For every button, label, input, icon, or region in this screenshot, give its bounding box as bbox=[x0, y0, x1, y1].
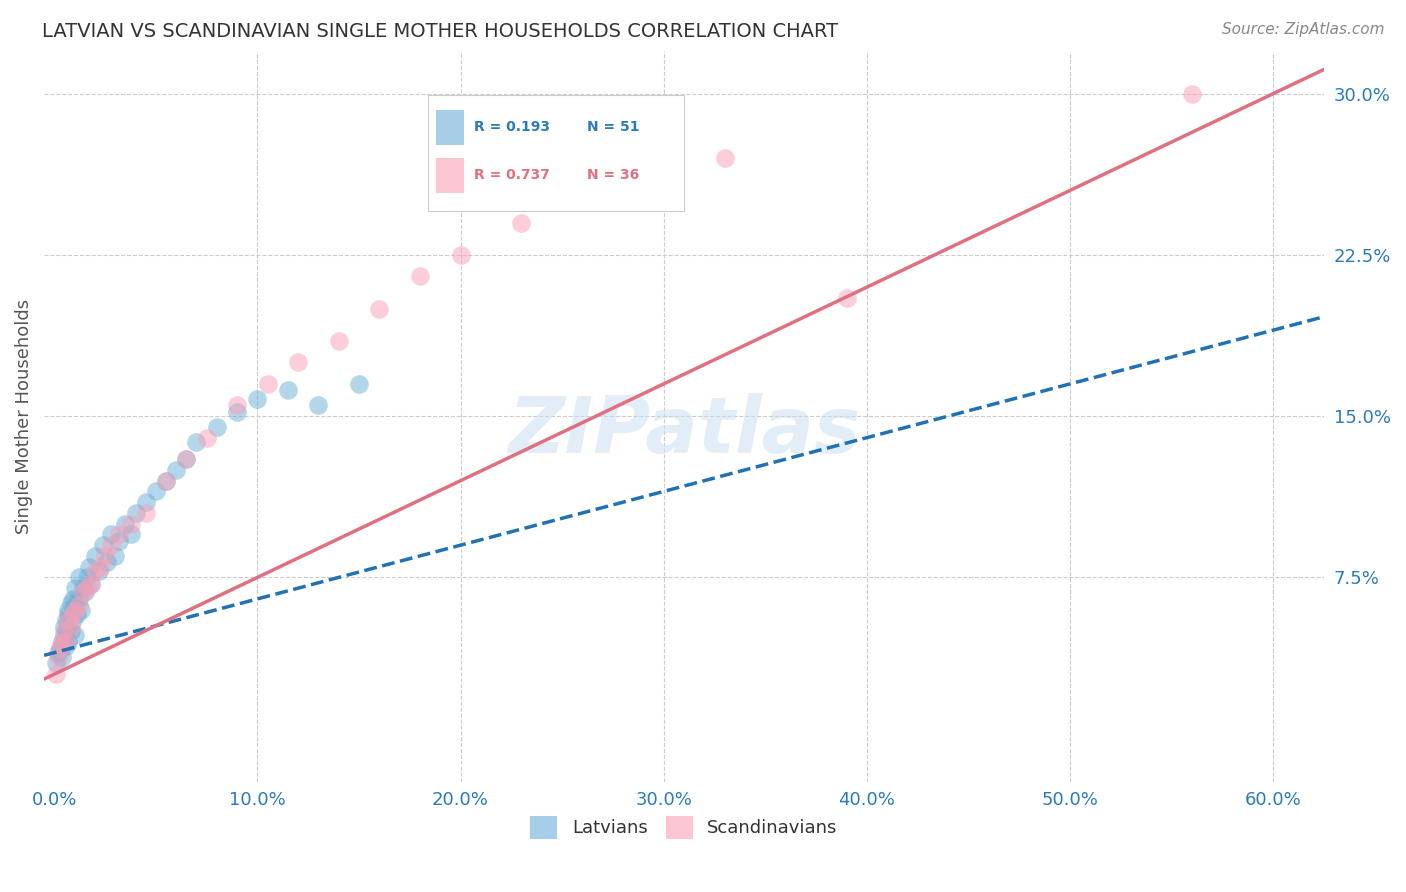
Point bbox=[135, 495, 157, 509]
Point bbox=[409, 269, 432, 284]
Point bbox=[108, 527, 131, 541]
Point bbox=[83, 564, 105, 578]
Point bbox=[65, 607, 87, 621]
Point bbox=[135, 506, 157, 520]
Point bbox=[51, 635, 73, 649]
Point bbox=[45, 657, 67, 671]
Point bbox=[63, 599, 86, 613]
Point bbox=[55, 635, 77, 649]
Point bbox=[121, 527, 143, 541]
Point bbox=[55, 624, 77, 639]
Point bbox=[155, 474, 177, 488]
Point bbox=[67, 570, 90, 584]
Point bbox=[53, 620, 76, 634]
Point bbox=[51, 650, 73, 665]
Point bbox=[63, 628, 86, 642]
Point bbox=[145, 484, 167, 499]
Point bbox=[76, 570, 98, 584]
Point bbox=[186, 434, 208, 449]
Point bbox=[277, 384, 299, 398]
Point bbox=[510, 216, 533, 230]
Point bbox=[195, 431, 218, 445]
Point bbox=[100, 538, 122, 552]
Point bbox=[59, 596, 82, 610]
Point bbox=[63, 581, 86, 595]
Point bbox=[59, 620, 82, 634]
Point bbox=[347, 376, 370, 391]
Point bbox=[713, 151, 735, 165]
Legend: Latvians, Scandinavians: Latvians, Scandinavians bbox=[523, 809, 845, 846]
Point bbox=[46, 646, 69, 660]
Point bbox=[450, 248, 472, 262]
Point bbox=[124, 506, 146, 520]
Point bbox=[76, 581, 98, 595]
Point bbox=[176, 452, 198, 467]
Point bbox=[69, 602, 91, 616]
Point bbox=[80, 577, 103, 591]
Point bbox=[835, 291, 858, 305]
Point bbox=[114, 516, 136, 531]
Point bbox=[73, 585, 96, 599]
Point bbox=[62, 591, 84, 606]
Point bbox=[72, 585, 94, 599]
Point bbox=[51, 635, 73, 649]
Point bbox=[63, 602, 86, 616]
Point bbox=[1181, 87, 1204, 101]
Point bbox=[91, 538, 114, 552]
Point bbox=[328, 334, 350, 348]
Point bbox=[53, 624, 76, 639]
Point bbox=[96, 555, 118, 569]
Point bbox=[226, 405, 249, 419]
Point bbox=[58, 635, 80, 649]
Point bbox=[62, 607, 84, 621]
Point bbox=[87, 564, 110, 578]
Point bbox=[176, 452, 198, 467]
Point bbox=[53, 628, 76, 642]
Point bbox=[58, 602, 80, 616]
Point bbox=[67, 591, 90, 606]
Point bbox=[256, 376, 278, 391]
Point bbox=[155, 474, 177, 488]
Point bbox=[55, 614, 77, 628]
Text: ZIPatlas: ZIPatlas bbox=[508, 392, 860, 469]
Point bbox=[58, 614, 80, 628]
Point bbox=[165, 463, 187, 477]
Point bbox=[55, 639, 77, 653]
Point bbox=[49, 641, 72, 656]
Point bbox=[108, 533, 131, 548]
Point bbox=[83, 549, 105, 563]
Point bbox=[226, 399, 249, 413]
Point bbox=[49, 641, 72, 656]
Point bbox=[94, 549, 117, 563]
Point bbox=[592, 183, 614, 197]
Point bbox=[90, 559, 112, 574]
Y-axis label: Single Mother Households: Single Mother Households bbox=[15, 299, 32, 533]
Point bbox=[80, 577, 103, 591]
Point bbox=[45, 667, 67, 681]
Point bbox=[100, 527, 122, 541]
Point bbox=[104, 549, 127, 563]
Point bbox=[77, 559, 100, 574]
Point bbox=[121, 516, 143, 531]
Point bbox=[62, 614, 84, 628]
Text: Source: ZipAtlas.com: Source: ZipAtlas.com bbox=[1222, 22, 1385, 37]
Point bbox=[46, 650, 69, 665]
Point bbox=[246, 392, 269, 406]
Point bbox=[287, 355, 309, 369]
Point bbox=[205, 420, 228, 434]
Point bbox=[67, 599, 90, 613]
Point bbox=[72, 581, 94, 595]
Text: LATVIAN VS SCANDINAVIAN SINGLE MOTHER HOUSEHOLDS CORRELATION CHART: LATVIAN VS SCANDINAVIAN SINGLE MOTHER HO… bbox=[42, 22, 838, 41]
Point bbox=[307, 399, 329, 413]
Point bbox=[59, 624, 82, 639]
Point bbox=[58, 607, 80, 621]
Point bbox=[368, 301, 391, 316]
